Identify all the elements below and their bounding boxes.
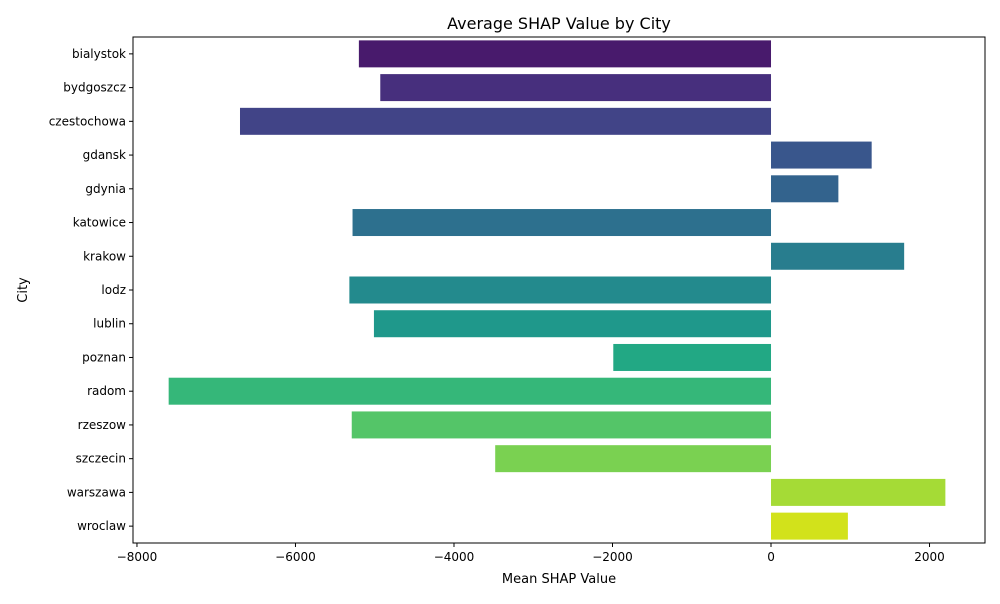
x-tick-label: 0	[767, 550, 775, 564]
x-tick-label: 2000	[914, 550, 945, 564]
y-tick-label-wroclaw: wroclaw	[77, 519, 126, 533]
bar-bialystok	[358, 40, 772, 68]
bar-warszawa	[771, 478, 946, 506]
bar-bydgoszcz	[380, 74, 772, 102]
bar-gdynia	[771, 175, 839, 203]
y-tick-label-lodz: lodz	[101, 283, 126, 297]
chart-title: Average SHAP Value by City	[447, 14, 671, 33]
y-tick-label-bydgoszcz: bydgoszcz	[63, 81, 126, 95]
y-tick-label-szczecin: szczecin	[76, 452, 126, 466]
y-tick-label-bialystok: bialystok	[72, 47, 126, 61]
y-tick-label-lublin: lublin	[93, 317, 126, 331]
y-tick-label-katowice: katowice	[73, 216, 126, 230]
y-tick-label-gdansk: gdansk	[83, 148, 126, 162]
x-tick-label: −2000	[592, 550, 633, 564]
ticks-layer: bialystok bydgoszcz czestochowa gdansk gdyni…	[49, 47, 945, 564]
bar-wroclaw	[771, 512, 848, 540]
bar-radom	[168, 377, 772, 405]
bar-szczecin	[495, 445, 772, 473]
bar-rzeszow	[351, 411, 772, 439]
x-tick-label: −6000	[275, 550, 316, 564]
bar-katowice	[352, 209, 772, 237]
bar-gdansk	[771, 141, 872, 169]
x-axis-title: Mean SHAP Value	[502, 572, 616, 587]
bar-poznan	[613, 343, 772, 371]
y-tick-label-radom: radom	[87, 384, 126, 398]
bar-czestochowa	[239, 107, 772, 135]
x-tick-label: −4000	[434, 550, 475, 564]
x-tick-label: −8000	[117, 550, 158, 564]
y-tick-label-poznan: poznan	[82, 350, 126, 364]
y-tick-label-krakow: krakow	[83, 249, 126, 263]
y-tick-label-gdynia: gdynia	[85, 182, 126, 196]
plot-frame	[132, 36, 986, 544]
y-tick-label-rzeszow: rzeszow	[78, 418, 127, 432]
y-axis-title: City	[16, 277, 31, 303]
bar-lodz	[349, 276, 772, 304]
bar-lublin	[373, 310, 772, 338]
bar-krakow	[771, 242, 905, 270]
y-tick-label-warszawa: warszawa	[67, 485, 126, 499]
bars-layer	[168, 40, 946, 540]
y-tick-label-czestochowa: czestochowa	[49, 114, 126, 128]
